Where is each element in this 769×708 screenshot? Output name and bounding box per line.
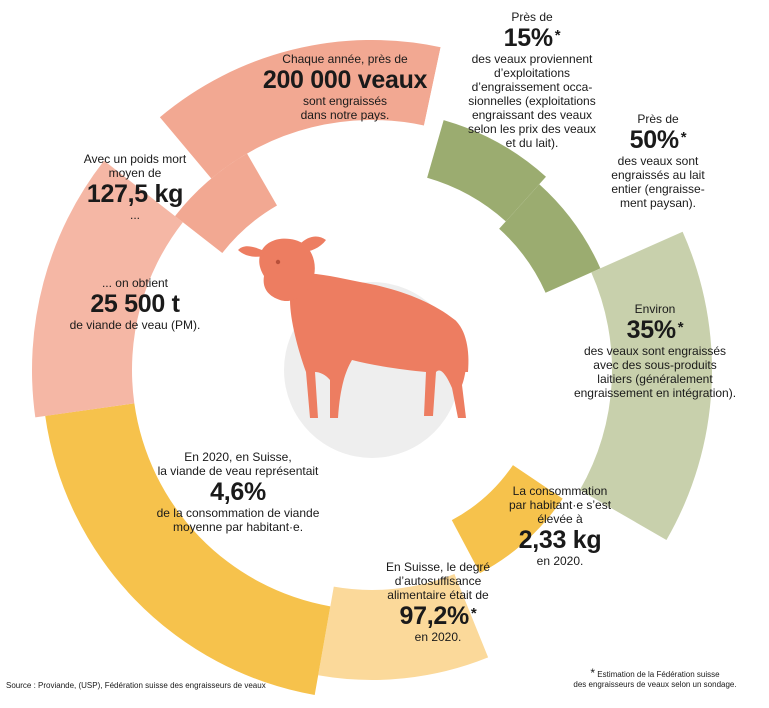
source-note: Source : Proviande, (USP), Fédération su… [6,681,266,690]
fact-consumption-value: 2,33 kg [518,526,602,554]
fact-whole-milk-line: entier (engraisse- [611,182,705,196]
ring-segment-self-sufficiency [318,573,489,681]
footnote-line-1: Estimation de la Fédération suisse [597,670,720,679]
ring-segment-whole-milk [499,184,601,293]
fact-consumption-line: élevée à [537,512,583,526]
fact-self-sufficiency-line: d’autosuffisance [394,574,482,588]
fact-occasional-star: * [554,27,561,44]
fact-share-value: 4,6% [210,478,266,506]
fact-self-sufficiency-line: alimentaire était de [387,588,489,602]
fact-occasional-line: des veaux proviennent [471,52,593,66]
ring-segment-calves [159,40,441,179]
fact-weight-pre-1: Avec un poids mort [83,152,187,166]
fact-share: En 2020, en Suisse, la viande de veau re… [118,450,358,534]
fact-meat-pre: ... on obtient [101,276,169,290]
fact-self-sufficiency-line: En Suisse, le degré [385,560,491,574]
fact-self-sufficiency-post: en 2020. [414,630,462,644]
fact-occasional-line: selon les prix des veaux [467,122,597,136]
fact-meat: ... on obtient 25 500 t de viande de vea… [45,276,225,332]
fact-byproducts-pre: Environ [634,302,676,316]
fact-share-post-2: moyenne par habitant·e. [172,520,304,534]
fact-consumption-line: La consommation [512,484,608,498]
fact-self-sufficiency-value: 97,2% [399,602,470,630]
fact-byproducts-line: engraissement en intégration). [573,386,737,400]
fact-meat-post: de viande de veau (PM). [69,318,201,332]
footnote: * Estimation de la Fédération suisse des… [555,666,755,690]
fact-calves-value: 200 000 veaux [262,66,428,94]
fact-whole-milk: Près de 50% * des veaux sont engraissés a… [593,112,723,210]
fact-calves-post-2: dans notre pays. [300,108,390,122]
fact-byproducts: Environ 35% * des veaux sont engraissés a… [560,302,750,400]
fact-share-line: En 2020, en Suisse, [184,450,292,464]
footnote-star: * [590,666,596,680]
fact-byproducts-value: 35% [626,316,676,344]
fact-occasional-value: 15% [503,24,553,52]
ring-segment-byproducts [579,231,712,541]
fact-share-line: la viande de veau représentait [157,464,319,478]
footnote-line-2: des engraisseurs de veaux selon un sonda… [573,680,737,689]
fact-calves-post-1: sont engraissés [302,94,388,108]
fact-self-sufficiency-star: * [470,605,477,622]
fact-weight-value: 127,5 kg [86,180,184,208]
fact-occasional-line: d’engraissement occa- [471,80,593,94]
fact-consumption-line: par habitant·e s’est [508,498,612,512]
fact-consumption: La consommation par habitant·e s’est éle… [485,484,635,568]
fact-occasional-line: d’exploitations [493,66,571,80]
fact-whole-milk-pre: Près de [637,112,679,126]
calf-icon [238,236,469,418]
fact-whole-milk-line: ment paysan). [619,196,697,210]
ring-segment-meat [32,160,183,418]
fact-occasional-line: engraissant des veaux [471,108,593,122]
fact-calves: Chaque année, près de 200 000 veaux sont… [215,52,475,122]
ring-segment-weight [174,153,277,254]
fact-occasional-line: et du lait). [505,136,559,150]
fact-whole-milk-value: 50% [629,126,679,154]
fact-calves-pre: Chaque année, près de [282,52,408,66]
fact-byproducts-line: avec des sous-produits [593,358,717,372]
fact-self-sufficiency: En Suisse, le degré d’autosuffisance ali… [368,560,508,644]
fact-whole-milk-star: * [680,129,687,146]
fact-meat-value: 25 500 t [90,290,180,318]
ring-segment-occasional [427,120,546,222]
fact-weight-post: ... [129,208,140,222]
fact-whole-milk-line: des veaux sont [617,154,699,168]
fact-occasional: Près de 15% * des veaux proviennent d’exp… [442,10,622,150]
fact-share-post-1: de la consommation de viande [156,506,320,520]
ring-segment-share [45,403,331,695]
ring-segment-consumption [451,465,563,574]
fact-byproducts-star: * [677,319,684,336]
fact-consumption-post: en 2020. [536,554,584,568]
fact-occasional-pre: Près de [511,10,553,24]
fact-weight: Avec un poids mort moyen de 127,5 kg ... [55,152,215,222]
fact-occasional-line: sionnelles (exploitations [468,94,596,108]
fact-whole-milk-line: engraissés au lait [611,168,705,182]
fact-byproducts-line: laitiers (généralement [597,372,713,386]
fact-weight-pre-2: moyen de [108,166,162,180]
fact-byproducts-line: des veaux sont engraissés [583,344,727,358]
